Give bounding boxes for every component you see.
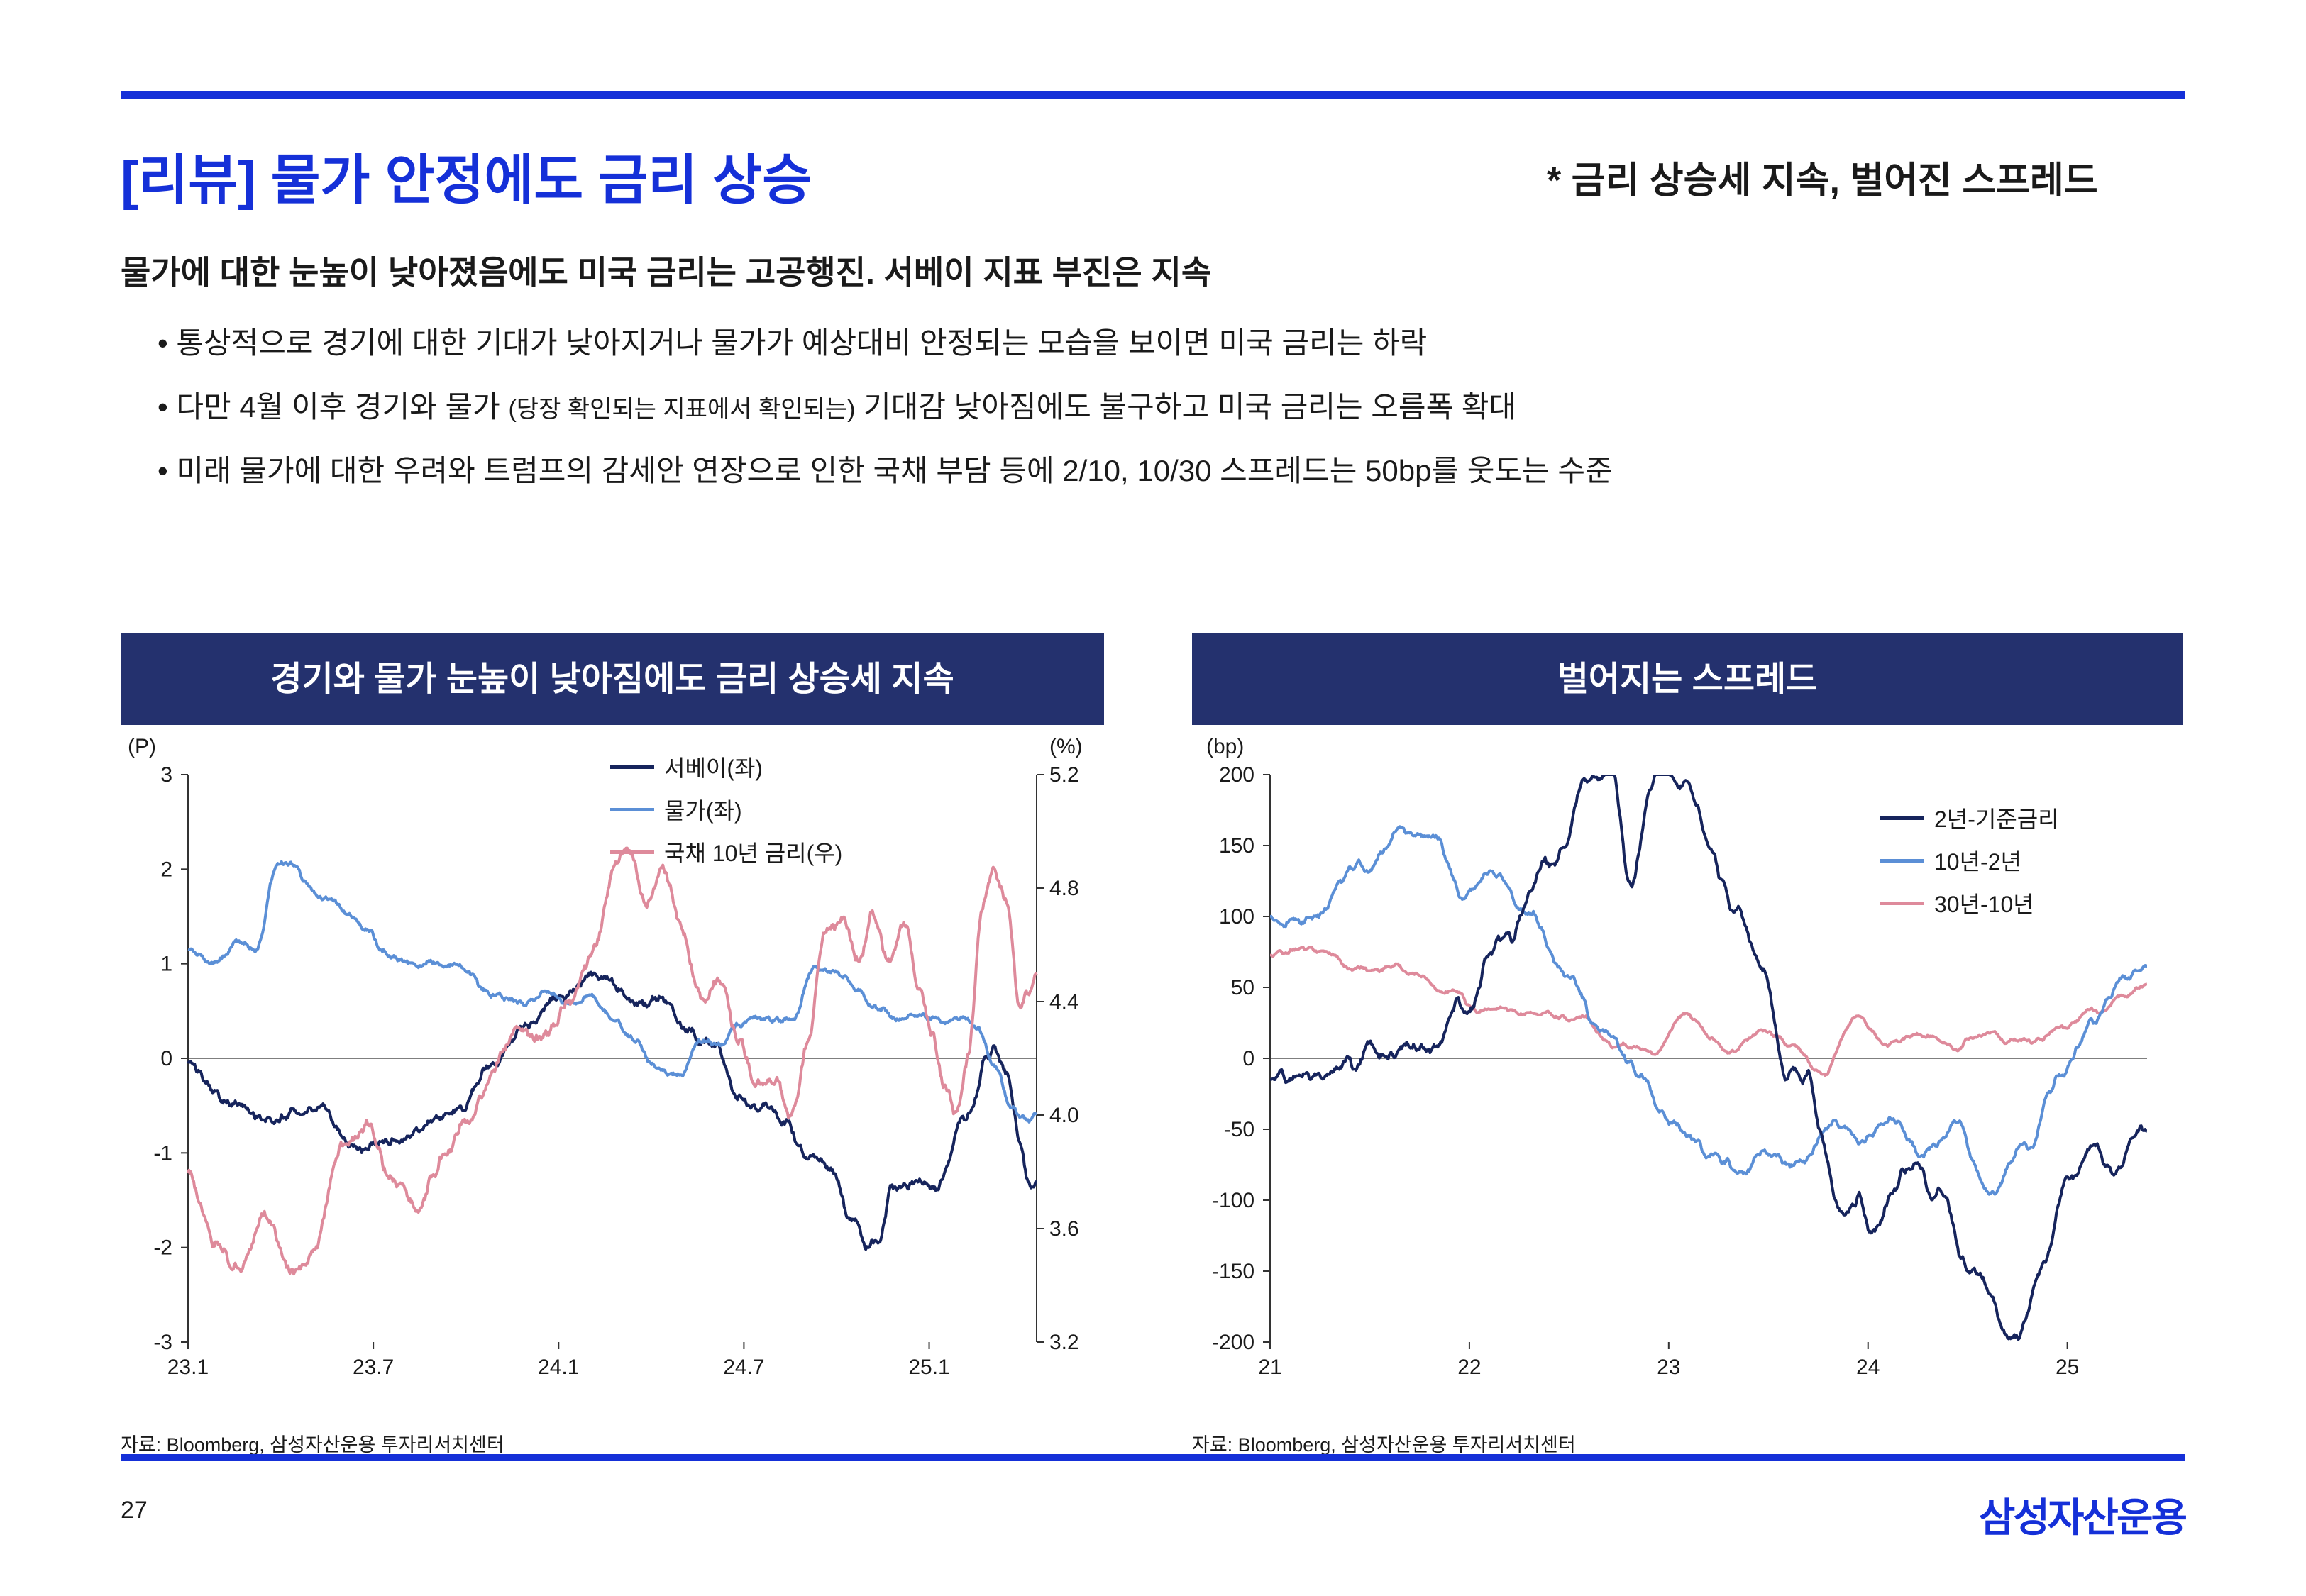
svg-text:100: 100 <box>1219 905 1254 929</box>
svg-text:25: 25 <box>2056 1356 2079 1379</box>
svg-text:-1: -1 <box>153 1141 172 1165</box>
svg-text:-50: -50 <box>1224 1118 1254 1141</box>
svg-text:21: 21 <box>1258 1356 1281 1379</box>
svg-text:-200: -200 <box>1212 1331 1254 1354</box>
svg-text:3: 3 <box>160 763 172 787</box>
svg-text:24.1: 24.1 <box>538 1356 579 1379</box>
svg-text:-100: -100 <box>1212 1189 1254 1212</box>
svg-text:22: 22 <box>1457 1356 1481 1379</box>
svg-text:-3: -3 <box>153 1331 172 1354</box>
svg-text:(P): (P) <box>128 735 156 758</box>
svg-text:50: 50 <box>1231 976 1254 999</box>
svg-text:4.8: 4.8 <box>1049 877 1079 900</box>
svg-text:3.6: 3.6 <box>1049 1217 1079 1241</box>
svg-text:4.0: 4.0 <box>1049 1104 1079 1127</box>
svg-text:0: 0 <box>160 1047 172 1070</box>
svg-text:0: 0 <box>1242 1047 1254 1070</box>
svg-text:(bp): (bp) <box>1206 735 1244 758</box>
svg-text:2: 2 <box>160 858 172 881</box>
svg-text:23.1: 23.1 <box>167 1356 209 1379</box>
svg-text:23: 23 <box>1657 1356 1680 1379</box>
svg-text:4.4: 4.4 <box>1049 990 1079 1014</box>
svg-text:1: 1 <box>160 953 172 976</box>
svg-text:3.2: 3.2 <box>1049 1331 1079 1354</box>
svg-text:24.7: 24.7 <box>723 1356 764 1379</box>
svg-text:200: 200 <box>1219 763 1254 787</box>
svg-text:5.2: 5.2 <box>1049 763 1079 787</box>
svg-text:-2: -2 <box>153 1236 172 1260</box>
svg-text:-150: -150 <box>1212 1260 1254 1283</box>
svg-text:25.1: 25.1 <box>908 1356 949 1379</box>
svg-text:23.7: 23.7 <box>353 1356 394 1379</box>
svg-text:150: 150 <box>1219 834 1254 858</box>
svg-text:(%): (%) <box>1049 735 1083 758</box>
svg-text:24: 24 <box>1856 1356 1880 1379</box>
